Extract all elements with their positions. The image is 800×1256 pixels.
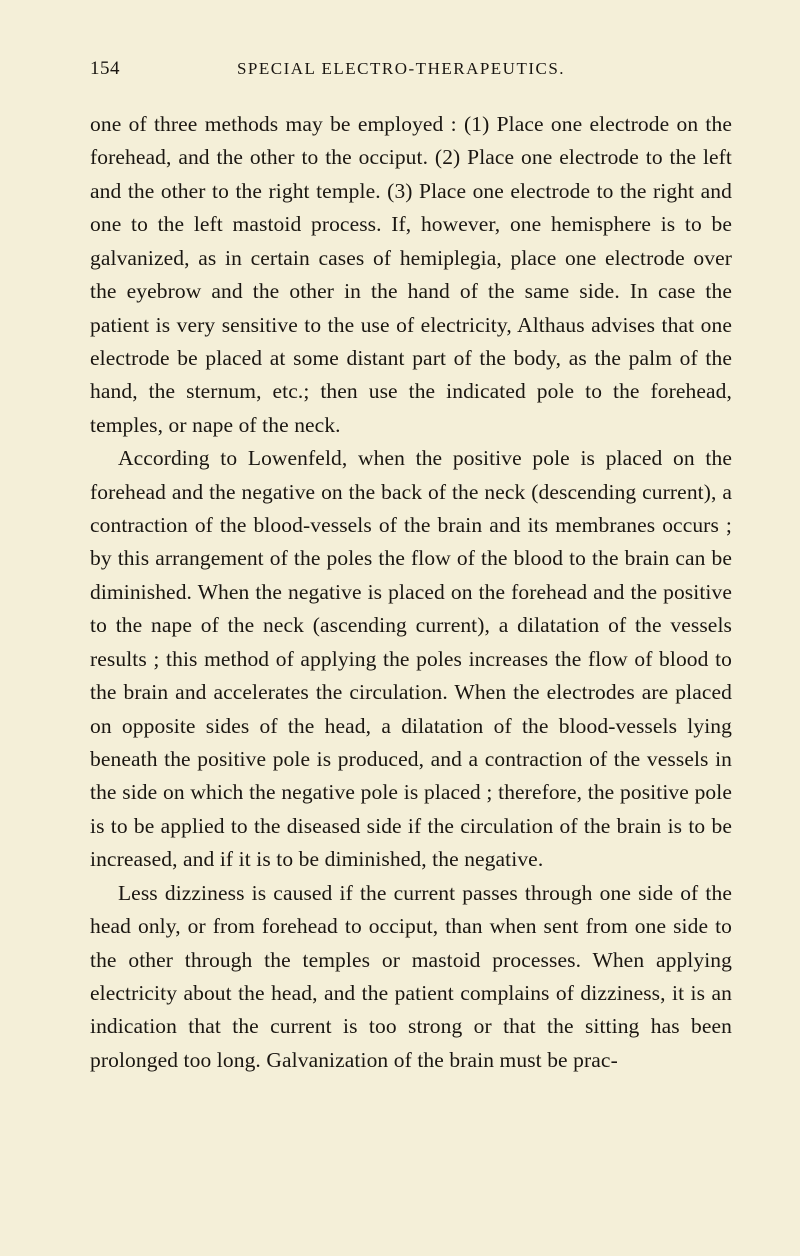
body-text: one of three methods may be employed : (… bbox=[90, 108, 732, 1077]
chapter-title: SPECIAL ELECTRO-THERAPEUTICS. bbox=[70, 59, 732, 79]
paragraph: Less dizziness is caused if the current … bbox=[90, 877, 732, 1078]
page-header: 154 SPECIAL ELECTRO-THERAPEUTICS. bbox=[90, 58, 732, 80]
page-container: 154 SPECIAL ELECTRO-THERAPEUTICS. one of… bbox=[0, 0, 800, 1256]
paragraph: According to Lowenfeld, when the positiv… bbox=[90, 442, 732, 876]
paragraph: one of three methods may be employed : (… bbox=[90, 108, 732, 442]
